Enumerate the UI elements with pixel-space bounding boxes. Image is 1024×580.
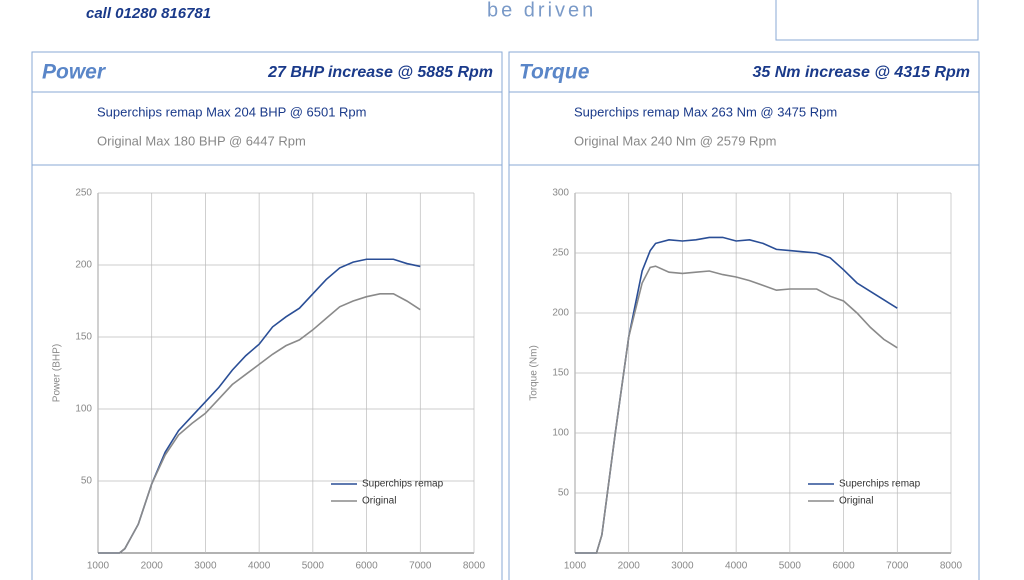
- data-line: [98, 292, 421, 554]
- y-tick-label: 200: [75, 260, 92, 271]
- x-tick-label: 5000: [302, 561, 325, 572]
- subtitle: Original Max 240 Nm @ 2579 Rpm: [574, 133, 777, 148]
- y-tick-label: 50: [81, 476, 93, 487]
- legend-label: Original: [362, 496, 396, 507]
- x-tick-label: 7000: [409, 561, 432, 572]
- legend-label: Original: [839, 496, 873, 507]
- panel: [31, 51, 503, 580]
- y-axis-label: Torque (Nm): [529, 345, 540, 401]
- y-axis-label: Power (BHP): [52, 344, 63, 402]
- x-tick-label: 2000: [141, 561, 164, 572]
- y-tick-label: 150: [552, 368, 569, 379]
- y-tick-label: 100: [75, 404, 92, 415]
- x-tick-label: 8000: [463, 561, 486, 572]
- y-tick-label: 100: [552, 428, 569, 439]
- y-tick-label: 200: [552, 308, 569, 319]
- x-tick-label: 5000: [779, 561, 802, 572]
- y-tick-label: 300: [552, 188, 569, 199]
- y-tick-label: 150: [75, 332, 92, 343]
- x-tick-label: 8000: [940, 561, 963, 572]
- x-tick-label: 1000: [564, 561, 587, 572]
- x-tick-label: 2000: [618, 561, 641, 572]
- y-tick-label: 250: [75, 188, 92, 199]
- x-tick-label: 1000: [87, 561, 110, 572]
- legend-label: Superchips remap: [362, 479, 444, 490]
- legend-label: Superchips remap: [839, 479, 921, 490]
- panel-title: Power: [42, 61, 107, 84]
- phone: call 01280 816781: [86, 5, 211, 22]
- x-tick-label: 3000: [194, 561, 217, 572]
- y-tick-label: 50: [558, 488, 570, 499]
- tagline: be driven: [487, 0, 596, 21]
- x-tick-label: 4000: [725, 561, 748, 572]
- x-tick-label: 6000: [355, 561, 378, 572]
- x-tick-label: 7000: [886, 561, 909, 572]
- y-tick-label: 250: [552, 248, 569, 259]
- panel: [508, 51, 980, 580]
- subtitle: Superchips remap Max 204 BHP @ 6501 Rpm: [97, 104, 366, 119]
- info-box: [775, 0, 979, 41]
- subtitle: Superchips remap Max 263 Nm @ 3475 Rpm: [574, 104, 837, 119]
- x-tick-label: 3000: [671, 561, 694, 572]
- data-line: [575, 265, 898, 554]
- headline: 27 BHP increase @ 5885 Rpm: [267, 64, 493, 81]
- headline: 35 Nm increase @ 4315 Rpm: [753, 64, 971, 81]
- subtitle: Original Max 180 BHP @ 6447 Rpm: [97, 133, 306, 148]
- x-tick-label: 4000: [248, 561, 271, 572]
- panel-title: Torque: [519, 61, 590, 84]
- x-tick-label: 6000: [832, 561, 855, 572]
